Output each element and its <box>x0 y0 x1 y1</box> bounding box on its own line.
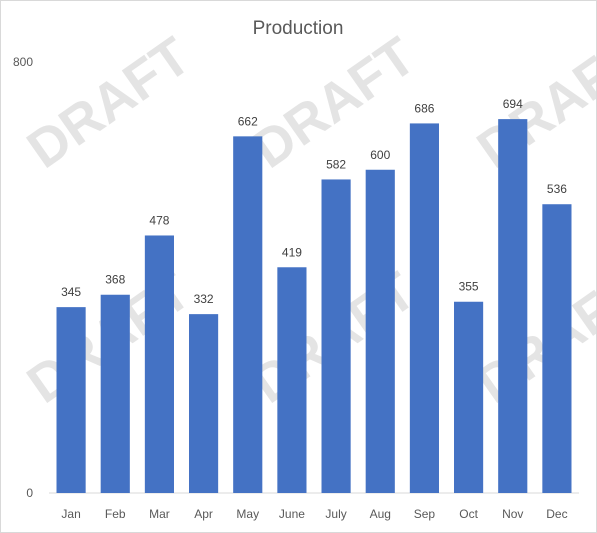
x-tick-label-jan: Jan <box>61 507 80 521</box>
data-label-apr: 332 <box>194 292 214 306</box>
x-tick-label-dec: Dec <box>546 507 567 521</box>
x-tick-label-june: June <box>279 507 305 521</box>
x-tick-label-july: July <box>325 507 346 521</box>
watermark-text-3: DRAFT <box>467 26 596 180</box>
bar-mar <box>144 235 174 494</box>
data-label-oct: 355 <box>459 280 479 294</box>
labels-layer: 345 Jan 368 Feb 478 Mar 332 Apr 662 May 419 June 582… <box>61 97 568 521</box>
x-tick-label-nov: Nov <box>502 507 523 521</box>
x-tick-label-sep: Sep <box>414 507 436 521</box>
bar-nov <box>498 119 528 494</box>
bar-apr <box>189 314 219 493</box>
y-tick-label-800: 800 <box>13 55 33 69</box>
x-tick-label-oct: Oct <box>459 507 478 521</box>
chart-title: Production <box>253 18 344 39</box>
data-label-nov: 694 <box>503 97 523 111</box>
x-tick-label-apr: Apr <box>194 507 213 521</box>
x-tick-label-aug: Aug <box>370 507 391 521</box>
data-label-mar: 478 <box>149 213 169 227</box>
data-label-aug: 600 <box>370 148 390 162</box>
bar-oct <box>454 301 484 493</box>
bar-aug <box>365 169 395 493</box>
data-label-may: 662 <box>238 114 258 128</box>
x-tick-label-mar: Mar <box>149 507 170 521</box>
x-tick-label-may: May <box>236 507 259 521</box>
bar-feb <box>100 294 130 493</box>
watermark-text-1: DRAFT <box>17 26 201 180</box>
watermark-text-6: DRAFT <box>467 261 596 415</box>
data-label-june: 419 <box>282 245 302 259</box>
data-label-jan: 345 <box>61 285 81 299</box>
bar-may <box>233 136 263 493</box>
data-label-sep: 686 <box>414 101 434 115</box>
axis-layer: 0 800 <box>13 55 579 500</box>
bar-jan <box>56 307 86 493</box>
bars-layer <box>56 119 572 494</box>
y-tick-label-0: 0 <box>26 486 33 500</box>
bar-june <box>277 267 307 493</box>
x-tick-label-feb: Feb <box>105 507 126 521</box>
data-label-july: 582 <box>326 157 346 171</box>
bar-dec <box>542 204 572 494</box>
bar-july <box>321 179 351 493</box>
data-label-dec: 536 <box>547 182 567 196</box>
data-label-feb: 368 <box>105 273 125 287</box>
bar-sep <box>409 123 439 493</box>
